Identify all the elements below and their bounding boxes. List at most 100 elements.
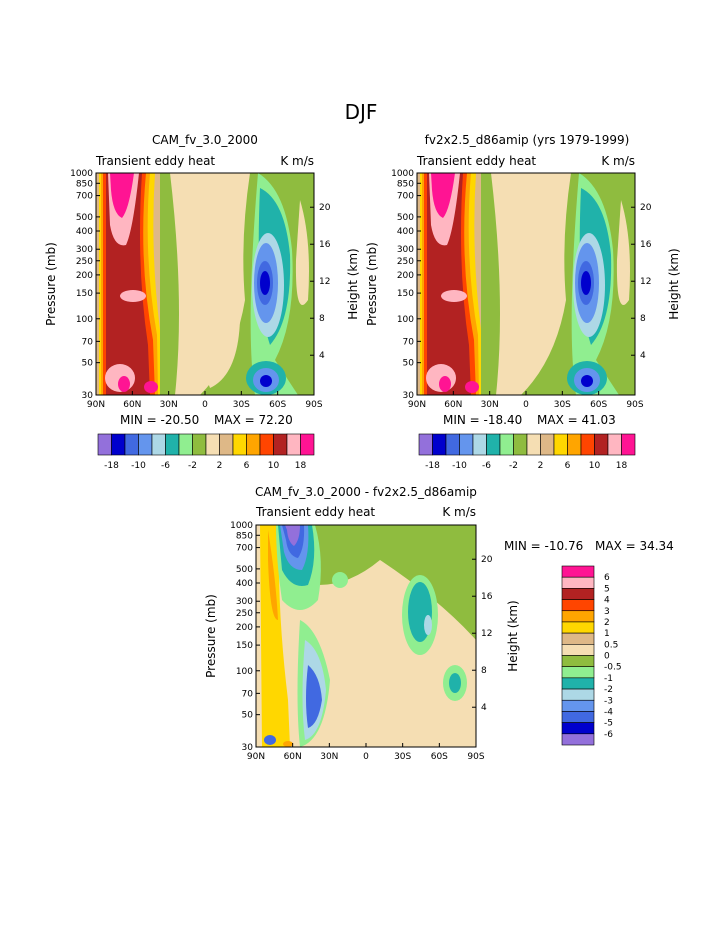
panel-1: CAM_fv_3.0_2000 Transient eddy heat K m/… bbox=[44, 133, 360, 471]
panel-2-colorbar-label-5: 6 bbox=[565, 461, 571, 471]
panel-1-min: MIN = -20.50 bbox=[120, 413, 199, 427]
panel-1-xtick-label-4: 30S bbox=[233, 400, 250, 410]
panel-2-contour-low-max-2 bbox=[465, 381, 479, 393]
panel-3-contour-upper-min bbox=[285, 525, 300, 546]
panel-1-contour-sh-high bbox=[295, 200, 309, 305]
panel-3-ytick-label-2: 70 bbox=[242, 689, 254, 699]
panel-1-colorbar-label-4: 2 bbox=[217, 461, 223, 471]
panel-3-colorbar-swatch-14 bbox=[561, 722, 595, 735]
panel-1-contour-low-max-2 bbox=[144, 381, 158, 393]
panel-1-colorbar-label-0: -18 bbox=[104, 461, 119, 471]
panel-3-contour-small-light bbox=[332, 572, 348, 588]
panel-2-ytick-label-3: 100 bbox=[397, 315, 414, 325]
panel-1-contour-low-max-1 bbox=[118, 376, 130, 392]
panel-3-xtick-label-0: 90N bbox=[247, 752, 265, 762]
panel-3-ytick-label-11: 850 bbox=[236, 531, 253, 541]
panel-2-ytick-label-7: 300 bbox=[397, 245, 414, 255]
panel-2-colorbar-label-1: -10 bbox=[452, 461, 467, 471]
panel-2-xtick-label-1: 60N bbox=[444, 400, 462, 410]
panel-1-colorbar-swatch-7 bbox=[192, 433, 207, 456]
panel-1-colorbar-label-1: -10 bbox=[131, 461, 146, 471]
panel-2-ytick-label-0: 30 bbox=[403, 391, 415, 401]
panel-1-axes: 305070100150200250300400500700850100090N… bbox=[70, 169, 331, 410]
panel-3-colorbar-label-1: 5 bbox=[604, 584, 610, 594]
panel-3-title: CAM_fv_3.0_2000 - fv2x2.5_d86amip bbox=[255, 485, 477, 499]
panel-3-left-label: Transient eddy heat bbox=[255, 505, 375, 519]
panel-1-ytick-label-8: 400 bbox=[76, 227, 93, 237]
panel-2-contour-sh-min bbox=[581, 271, 591, 295]
panel-3-xtick-label-5: 60S bbox=[431, 752, 448, 762]
panel-2: fv2x2.5_d86amip (yrs 1979-1999) Transien… bbox=[365, 133, 681, 471]
panel-1-colorbar-swatch-2 bbox=[124, 433, 139, 456]
panel-2-colorbar-swatch-13 bbox=[594, 433, 609, 456]
panel-1-ytick-label-10: 700 bbox=[76, 192, 93, 202]
panel-2-colorbar-label-3: -2 bbox=[509, 461, 518, 471]
panel-3-ytick-label-5: 200 bbox=[236, 623, 253, 633]
panel-1-xtick-label-6: 90S bbox=[305, 400, 322, 410]
panel-2-axes: 305070100150200250300400500700850100090N… bbox=[391, 169, 652, 410]
panel-2-colorbar-label-2: -6 bbox=[482, 461, 491, 471]
panel-1-colorbar-swatch-15 bbox=[300, 433, 315, 456]
panel-1-colorbar-label-3: -2 bbox=[188, 461, 197, 471]
panel-1-xtick-label-0: 90N bbox=[87, 400, 105, 410]
panel-3-colorbar-swatch-0 bbox=[561, 565, 595, 578]
panel-1-colorbar-swatch-6 bbox=[178, 433, 193, 456]
panel-1-contour-tropics bbox=[201, 297, 240, 388]
panel-2-colorbar: -18 -10 -6 -2 2 6 10 18 bbox=[418, 433, 636, 471]
panel-3-plot bbox=[255, 524, 477, 748]
panel-1-colorbar-swatch-14 bbox=[286, 433, 301, 456]
panel-2-colorbar-label-7: 18 bbox=[616, 461, 628, 471]
panel-1-contour-upper-max bbox=[110, 173, 134, 218]
panel-3-colorbar-swatch-5 bbox=[561, 621, 595, 634]
panel-2-colorbar-swatch-1 bbox=[432, 433, 447, 456]
panel-2-ytick-label-12: 1000 bbox=[391, 169, 414, 179]
panel-1-plot bbox=[95, 172, 315, 396]
panel-3-colorbar-swatch-9 bbox=[561, 666, 595, 679]
panel-1-xtick-label-3: 0 bbox=[202, 400, 208, 410]
panel-3-contour-sh-low-teal bbox=[449, 673, 461, 693]
panel-2-ytick-label-6: 250 bbox=[397, 257, 414, 267]
panel-2-colorbar-swatch-6 bbox=[499, 433, 514, 456]
panel-1-colorbar-swatch-10 bbox=[232, 433, 247, 456]
panel-3-contour-sh-lightblue bbox=[424, 615, 432, 635]
panel-3-htick-label-3: 16 bbox=[481, 592, 493, 602]
panel-3-colorbar-label-3: 3 bbox=[604, 607, 610, 617]
panel-1-ytick-label-12: 1000 bbox=[70, 169, 93, 179]
panel-3-colorbar-swatch-1 bbox=[561, 576, 595, 589]
panel-3-contour-nh-yellow bbox=[260, 525, 290, 747]
panel-3-colorbar-label-6: 0.5 bbox=[604, 640, 618, 650]
figure-title: DJF bbox=[345, 100, 378, 124]
panel-2-htick-label-2: 12 bbox=[640, 277, 651, 287]
panel-3-ytick-label-4: 150 bbox=[236, 641, 253, 651]
panel-2-ylabel-right: Height (km) bbox=[667, 248, 681, 319]
panel-3-colorbar-label-7: 0 bbox=[604, 652, 610, 662]
panel-1-colorbar-label-2: -6 bbox=[161, 461, 170, 471]
panel-3-xtick-label-3: 0 bbox=[363, 752, 369, 762]
panel-2-colorbar-swatch-8 bbox=[526, 433, 541, 456]
panel-3-ytick-label-9: 500 bbox=[236, 565, 253, 575]
panel-3-colorbar-swatch-4 bbox=[561, 610, 595, 623]
panel-3-ylabel-right: Height (km) bbox=[506, 600, 520, 671]
panel-2-right-label: K m/s bbox=[601, 154, 635, 168]
panel-3-max: MAX = 34.34 bbox=[595, 539, 674, 553]
panel-3-colorbar-label-10: -2 bbox=[604, 685, 613, 695]
panel-1-ylabel-right: Height (km) bbox=[346, 248, 360, 319]
panel-1-colorbar-swatch-13 bbox=[273, 433, 288, 456]
panel-1-ylabel: Pressure (mb) bbox=[44, 242, 58, 326]
panel-2-colorbar-swatch-14 bbox=[607, 433, 622, 456]
panel-2-colorbar-swatch-7 bbox=[513, 433, 528, 456]
panel-2-colorbar-swatch-3 bbox=[459, 433, 474, 456]
panel-3-min: MIN = -10.76 bbox=[504, 539, 583, 553]
panel-3-colorbar-label-2: 4 bbox=[604, 596, 610, 606]
panel-3-colorbar-label-9: -1 bbox=[604, 674, 613, 684]
panel-2-colorbar-swatch-5 bbox=[486, 433, 501, 456]
panel-3-ylabel: Pressure (mb) bbox=[204, 594, 218, 678]
panel-2-colorbar-label-6: 10 bbox=[589, 461, 601, 471]
panel-1-htick-label-2: 12 bbox=[319, 277, 330, 287]
panel-1-ytick-label-4: 150 bbox=[76, 289, 93, 299]
panel-2-colorbar-swatch-9 bbox=[540, 433, 555, 456]
panel-1-colorbar-swatch-9 bbox=[219, 433, 234, 456]
panel-1-colorbar-label-7: 18 bbox=[295, 461, 307, 471]
panel-1-ytick-label-3: 100 bbox=[76, 315, 93, 325]
